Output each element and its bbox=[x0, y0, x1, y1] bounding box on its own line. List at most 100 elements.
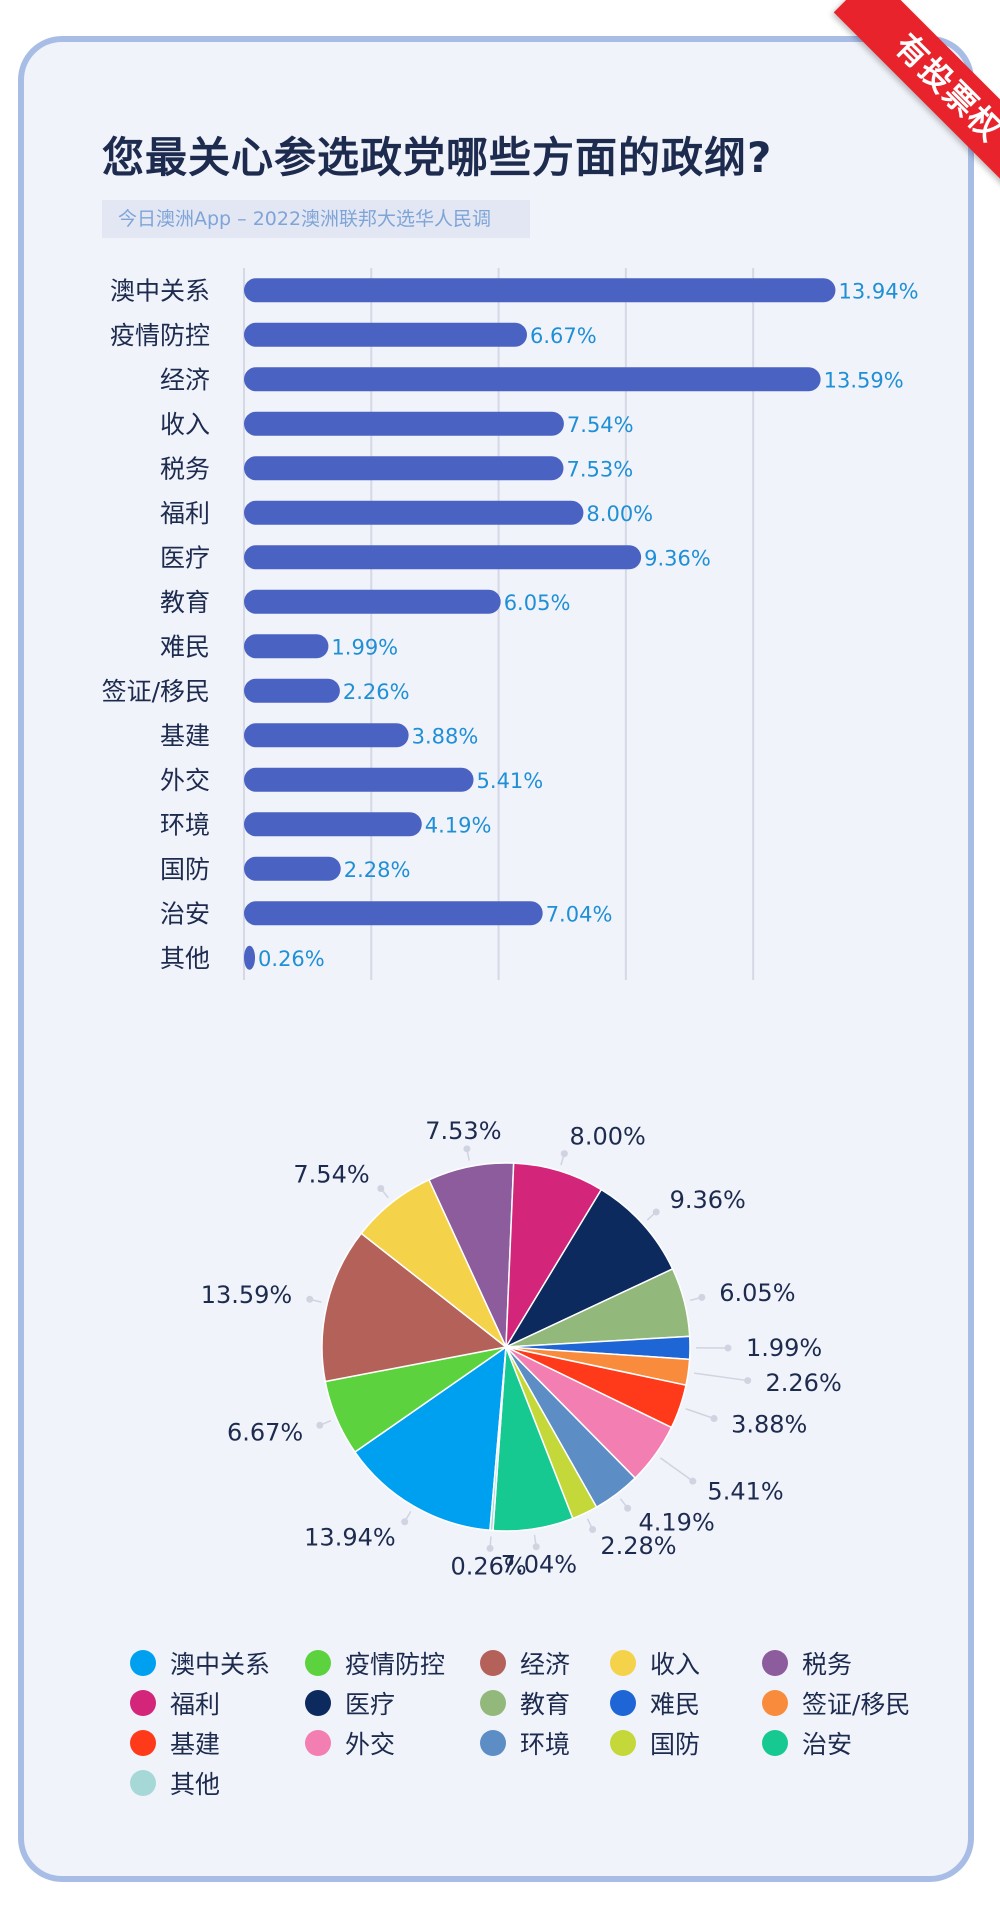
legend-label: 环境 bbox=[520, 1730, 571, 1759]
pie-value-label: 3.88% bbox=[731, 1410, 807, 1438]
pie-leader-dot bbox=[698, 1293, 706, 1301]
legend-label: 福利 bbox=[170, 1690, 221, 1719]
legend-swatch bbox=[480, 1730, 506, 1756]
pie-leader-dot bbox=[710, 1414, 718, 1422]
pie-slice bbox=[353, 1345, 507, 1532]
legend-swatch bbox=[480, 1690, 506, 1716]
pie-leader-dot bbox=[532, 1543, 540, 1551]
bar bbox=[244, 945, 256, 970]
bar-category-label: 澳中关系 bbox=[110, 276, 210, 305]
bar-category-label: 税务 bbox=[160, 454, 210, 483]
pie-leader-dot bbox=[377, 1184, 385, 1192]
pie-leader-dot bbox=[560, 1150, 568, 1158]
bar-value-label: 6.67% bbox=[530, 324, 597, 348]
pie-slice bbox=[321, 1232, 508, 1383]
legend-label: 国防 bbox=[650, 1730, 701, 1759]
legend-item: 外交 bbox=[305, 1725, 395, 1761]
pie-leader-dot bbox=[689, 1477, 697, 1485]
pie-value-label: 5.41% bbox=[707, 1478, 783, 1506]
legend-label: 澳中关系 bbox=[170, 1650, 271, 1679]
legend-item: 环境 bbox=[480, 1725, 570, 1761]
bar bbox=[244, 812, 422, 837]
bar bbox=[244, 545, 642, 570]
legend-label: 基建 bbox=[170, 1730, 221, 1759]
bar bbox=[244, 634, 329, 659]
legend-swatch bbox=[130, 1650, 156, 1676]
pie-value-label: 7.53% bbox=[425, 1117, 501, 1145]
legend-label: 外交 bbox=[345, 1730, 396, 1759]
bar-category-label: 医疗 bbox=[160, 543, 210, 572]
legend-swatch bbox=[762, 1730, 788, 1756]
pie-value-label: 9.36% bbox=[670, 1186, 746, 1214]
pie-slice bbox=[505, 1162, 603, 1348]
bar-value-label: 9.36% bbox=[644, 546, 711, 570]
legend-swatch bbox=[130, 1730, 156, 1756]
legend-swatch bbox=[480, 1650, 506, 1676]
bar bbox=[244, 589, 501, 614]
bar-category-label: 教育 bbox=[160, 588, 210, 617]
pie-slice bbox=[504, 1188, 674, 1349]
pie-leader-line bbox=[659, 1457, 694, 1482]
bar-category-label: 签证/移民 bbox=[102, 677, 210, 706]
legend-swatch bbox=[610, 1690, 636, 1716]
bar-category-label: 国防 bbox=[160, 855, 210, 884]
legend-item: 收入 bbox=[610, 1645, 700, 1681]
pie-value-label: 7.04% bbox=[501, 1551, 577, 1579]
bar bbox=[244, 901, 543, 926]
legend-label: 教育 bbox=[520, 1690, 571, 1719]
pie-value-label: 13.94% bbox=[304, 1523, 396, 1551]
bar-value-label: 5.41% bbox=[477, 769, 544, 793]
bar-value-label: 0.26% bbox=[258, 947, 325, 971]
bar-category-label: 环境 bbox=[160, 810, 210, 839]
legend-label: 治安 bbox=[802, 1730, 853, 1759]
legend-item: 其他 bbox=[130, 1765, 220, 1801]
legend-item: 治安 bbox=[762, 1725, 852, 1761]
legend-label: 签证/移民 bbox=[802, 1690, 911, 1719]
bar bbox=[244, 456, 564, 481]
bar bbox=[244, 367, 821, 392]
legend-label: 医疗 bbox=[345, 1690, 396, 1719]
bar-category-label: 外交 bbox=[160, 766, 210, 795]
bar-value-label: 7.04% bbox=[546, 902, 613, 926]
page-subtitle: 今日澳洲App – 2022澳洲联邦大选华人民调 bbox=[102, 200, 530, 238]
legend-label: 经济 bbox=[520, 1650, 571, 1679]
legend-swatch bbox=[130, 1690, 156, 1716]
pie-leader-line bbox=[694, 1372, 748, 1382]
pie-leader-dot bbox=[306, 1295, 314, 1303]
bar bbox=[244, 856, 341, 881]
legend-swatch bbox=[305, 1690, 331, 1716]
bar-value-label: 1.99% bbox=[331, 635, 398, 659]
ribbon-text: 有投票权 bbox=[833, 0, 1000, 204]
bar-value-label: 6.05% bbox=[504, 591, 571, 615]
pie-leader-dot bbox=[401, 1518, 409, 1526]
pie-value-label: 6.05% bbox=[719, 1279, 795, 1307]
bar-value-label: 2.26% bbox=[343, 680, 410, 704]
legend-label: 收入 bbox=[650, 1650, 701, 1679]
legend-item: 国防 bbox=[610, 1725, 700, 1761]
pie-leader-dot bbox=[744, 1377, 752, 1385]
legend-item: 教育 bbox=[480, 1685, 570, 1721]
pie-leader-dot bbox=[463, 1145, 471, 1153]
pie-leader-dot bbox=[486, 1544, 494, 1552]
legend-label: 疫情防控 bbox=[345, 1650, 446, 1679]
pie-value-label: 2.28% bbox=[600, 1532, 676, 1560]
pie-chart: 13.94% 6.67% 13.59% 7.54% 7.53% 8.00% 9.36% 6.0… bbox=[201, 1117, 842, 1580]
bar-chart: 澳中关系 13.94% 疫情防控 6.67% 经济 13.59% 收入 7.54% 税务 7.53… bbox=[102, 268, 919, 980]
legend-item: 经济 bbox=[480, 1645, 570, 1681]
bar-value-label: 13.59% bbox=[824, 368, 904, 392]
legend-item: 福利 bbox=[130, 1685, 220, 1721]
pie-leader-line bbox=[685, 1408, 715, 1420]
legend-item: 签证/移民 bbox=[762, 1685, 910, 1721]
corner-ribbon: 有投票权 bbox=[770, 0, 1000, 230]
pie-leader-dot bbox=[316, 1421, 324, 1429]
bar-value-label: 8.00% bbox=[586, 502, 653, 526]
bar bbox=[244, 767, 474, 792]
pie-value-label: 2.26% bbox=[766, 1369, 842, 1397]
bar-category-label: 基建 bbox=[160, 721, 210, 750]
bar-category-label: 福利 bbox=[160, 499, 210, 528]
legend-label: 税务 bbox=[802, 1650, 853, 1679]
bar-category-label: 收入 bbox=[160, 410, 210, 439]
bar bbox=[244, 723, 409, 748]
bar bbox=[244, 322, 527, 347]
legend-item: 税务 bbox=[762, 1645, 852, 1681]
